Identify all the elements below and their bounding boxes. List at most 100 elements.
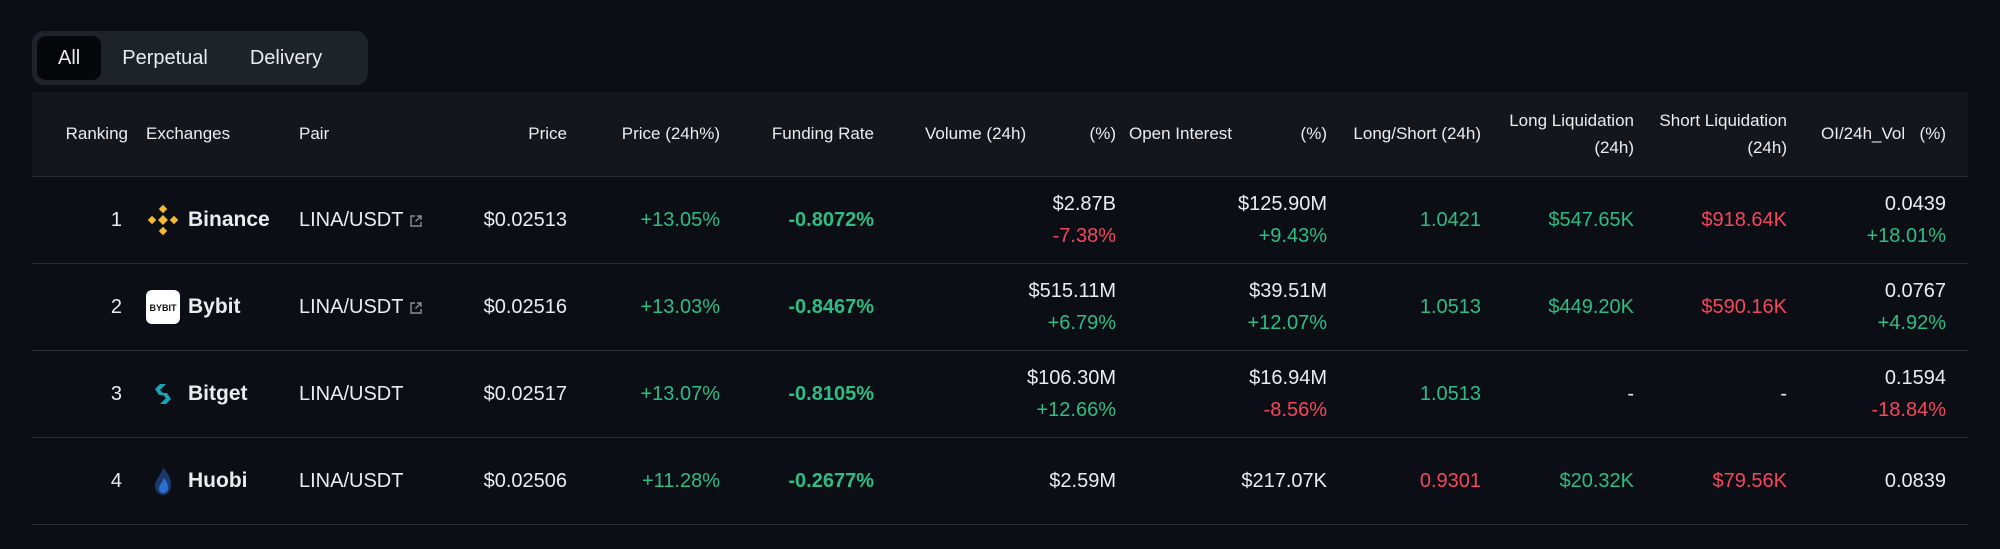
- funding-rate: -0.2677%: [788, 470, 874, 492]
- col-oi-vol[interactable]: OI/24h_Vol: [1821, 124, 1906, 143]
- pair-cell[interactable]: LINA/USDT: [299, 379, 403, 409]
- tab-all[interactable]: All: [37, 36, 102, 80]
- pair: LINA/USDT: [299, 296, 404, 318]
- rank: 4: [110, 470, 122, 492]
- oi-vol-cell: 0.0439 +18.01%: [1866, 188, 1946, 252]
- pair-cell[interactable]: LINA/USDT: [299, 466, 403, 496]
- col-price[interactable]: Price: [528, 124, 567, 143]
- long-liquidation: -: [1627, 383, 1634, 405]
- exchange-cell[interactable]: Huobi: [146, 464, 247, 498]
- volume-pct: +6.79%: [1047, 312, 1116, 334]
- col-long-short[interactable]: Long/Short (24h): [1353, 124, 1481, 143]
- price-change: +13.07%: [640, 383, 720, 405]
- exchange-cell[interactable]: Binance: [146, 203, 270, 237]
- long-liquidation: $449.20K: [1548, 296, 1634, 318]
- open-interest-pct: +9.43%: [1258, 225, 1327, 247]
- funding-rate: -0.8105%: [788, 383, 874, 405]
- bitget-icon: [146, 377, 180, 411]
- short-liquidation: $79.56K: [1712, 470, 1787, 492]
- open-interest: $16.94M: [1249, 367, 1327, 389]
- funding-rate: -0.8072%: [788, 209, 874, 231]
- binance-icon: [146, 203, 180, 237]
- long-liquidation: $547.65K: [1548, 209, 1634, 231]
- volume: $106.30M: [1027, 367, 1116, 389]
- tab-delivery[interactable]: Delivery: [249, 46, 323, 69]
- exchanges-table: Ranking Exchanges Pair Price Price (24h%…: [32, 92, 1968, 525]
- open-interest-cell: $217.07K: [1241, 465, 1327, 497]
- col-oi-pct[interactable]: (%): [1300, 124, 1327, 143]
- table-row[interactable]: 1 Binance LINA/USDT $0.02513 +13.05% -0.…: [32, 177, 1968, 264]
- volume: $2.87B: [1052, 193, 1116, 215]
- pair-cell[interactable]: LINA/USDT: [299, 205, 423, 237]
- col-oi-vol-pct[interactable]: (%): [1919, 124, 1946, 143]
- oi-vol: 0.0439: [1884, 193, 1946, 215]
- col-short-liquidation-line2: (24h): [1747, 138, 1787, 157]
- table-row[interactable]: 2 BYBIT Bybit LINA/USDT $0.02516 +13.03%…: [32, 264, 1968, 351]
- short-liquidation: -: [1780, 383, 1787, 405]
- col-short-liquidation[interactable]: Short Liquidation (24h): [1659, 107, 1787, 161]
- open-interest: $39.51M: [1249, 280, 1327, 302]
- external-link-icon[interactable]: [409, 207, 423, 237]
- oi-vol-cell: 0.1594 -18.84%: [1872, 362, 1947, 426]
- pair: LINA/USDT: [299, 470, 404, 492]
- exchange-name: Huobi: [188, 469, 248, 492]
- oi-vol: 0.1594: [1884, 367, 1946, 389]
- col-pair[interactable]: Pair: [299, 124, 330, 143]
- rank: 2: [110, 296, 122, 318]
- col-funding-rate[interactable]: Funding Rate: [771, 124, 874, 143]
- volume-pct: -7.38%: [1052, 225, 1116, 247]
- price-change: +11.28%: [641, 470, 720, 492]
- exchange-cell[interactable]: BYBIT Bybit: [146, 290, 241, 324]
- pair: LINA/USDT: [299, 209, 404, 231]
- oi-vol: 0.0767: [1884, 280, 1946, 302]
- exchange-name: Bitget: [188, 382, 248, 405]
- col-exchanges[interactable]: Exchanges: [146, 124, 231, 143]
- pair: LINA/USDT: [299, 383, 404, 405]
- exchange-name: Binance: [188, 208, 270, 231]
- long-short-ratio: 1.0513: [1419, 383, 1481, 405]
- open-interest-cell: $39.51M +12.07%: [1247, 275, 1327, 339]
- open-interest-pct: -8.56%: [1263, 399, 1327, 421]
- volume: $2.59M: [1049, 470, 1116, 492]
- col-volume-pct[interactable]: (%): [1089, 124, 1116, 143]
- volume-cell: $106.30M +12.66%: [1027, 362, 1116, 426]
- price: $0.02517: [483, 383, 567, 405]
- long-liquidation: $20.32K: [1559, 470, 1634, 492]
- col-long-liquidation-line1: Long Liquidation: [1509, 111, 1634, 130]
- exchange-cell[interactable]: Bitget: [146, 377, 248, 411]
- oi-vol-pct: -18.84%: [1871, 399, 1947, 421]
- oi-vol-pct: +4.92%: [1877, 312, 1946, 334]
- market-type-tabs: All Perpetual Delivery: [32, 31, 368, 85]
- col-volume[interactable]: Volume (24h): [925, 124, 1027, 143]
- table-row[interactable]: 3 Bitget LINA/USDT $0.02517 +13.07% -0.8…: [32, 351, 1968, 438]
- bybit-icon: BYBIT: [146, 290, 180, 324]
- table-header: Ranking Exchanges Pair Price Price (24h%…: [32, 92, 1968, 177]
- price-change: +13.05%: [640, 209, 720, 231]
- huobi-icon: [146, 464, 180, 498]
- volume-cell: $2.59M: [1049, 465, 1116, 497]
- price: $0.02513: [483, 209, 567, 231]
- rank: 1: [110, 209, 122, 231]
- tab-perpetual[interactable]: Perpetual: [122, 46, 208, 69]
- external-link-icon[interactable]: [409, 294, 423, 324]
- col-long-liquidation[interactable]: Long Liquidation (24h): [1509, 107, 1634, 161]
- exchange-name: Bybit: [188, 295, 241, 318]
- open-interest: $125.90M: [1238, 193, 1327, 215]
- short-liquidation: $590.16K: [1701, 296, 1787, 318]
- long-short-ratio: 1.0513: [1419, 296, 1481, 318]
- col-open-interest[interactable]: Open Interest: [1129, 124, 1233, 143]
- volume: $515.11M: [1028, 280, 1116, 302]
- price: $0.02506: [483, 470, 567, 492]
- col-long-liquidation-line2: (24h): [1594, 138, 1634, 157]
- open-interest-pct: +12.07%: [1247, 312, 1327, 334]
- oi-vol: 0.0839: [1884, 470, 1946, 492]
- col-ranking[interactable]: Ranking: [65, 124, 128, 143]
- price: $0.02516: [483, 296, 567, 318]
- col-short-liquidation-line1: Short Liquidation: [1659, 111, 1787, 130]
- open-interest-cell: $16.94M -8.56%: [1249, 362, 1327, 426]
- table-row[interactable]: 4 Huobi LINA/USDT $0.02506 +11.28% -0.26…: [32, 438, 1968, 525]
- col-price-change[interactable]: Price (24h%): [621, 124, 720, 143]
- rank: 3: [110, 383, 122, 405]
- pair-cell[interactable]: LINA/USDT: [299, 292, 423, 324]
- long-short-ratio: 0.9301: [1419, 470, 1481, 492]
